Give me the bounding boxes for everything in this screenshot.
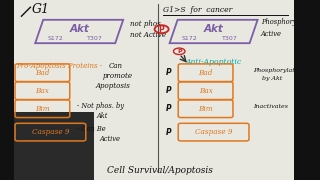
Text: Inactivates: Inactivates xyxy=(253,104,288,109)
Text: P: P xyxy=(159,25,164,34)
FancyBboxPatch shape xyxy=(0,0,14,180)
Text: Pro-Apoptosis Proteins -: Pro-Apoptosis Proteins - xyxy=(16,62,102,69)
Text: - Can Be: - Can Be xyxy=(77,125,105,133)
Text: Active: Active xyxy=(99,135,120,143)
Text: by Akt: by Akt xyxy=(262,76,283,81)
FancyBboxPatch shape xyxy=(294,0,320,180)
Text: Caspase 9: Caspase 9 xyxy=(32,128,69,136)
Text: P: P xyxy=(166,104,172,113)
Text: Caspase 9: Caspase 9 xyxy=(195,128,232,136)
Text: P: P xyxy=(166,128,172,137)
Text: P: P xyxy=(177,49,181,54)
Text: S172: S172 xyxy=(182,37,197,41)
Text: promote: promote xyxy=(102,72,132,80)
Text: Bim: Bim xyxy=(35,105,50,113)
Text: Anti-Apoptotic: Anti-Apoptotic xyxy=(186,58,242,66)
Text: Bad: Bad xyxy=(198,69,213,77)
Text: S172: S172 xyxy=(47,37,63,41)
Text: G1: G1 xyxy=(32,3,50,16)
Text: Bax: Bax xyxy=(199,87,212,95)
Text: Apoptosis: Apoptosis xyxy=(96,82,131,90)
Text: P: P xyxy=(166,86,172,95)
Text: Can: Can xyxy=(109,62,123,70)
Text: Cell Survival/Apoptosis: Cell Survival/Apoptosis xyxy=(107,166,213,175)
Text: - Not phos. by: - Not phos. by xyxy=(77,102,124,110)
Text: Akt: Akt xyxy=(96,112,108,120)
Text: Bad: Bad xyxy=(35,69,50,77)
Text: not Active: not Active xyxy=(130,31,166,39)
Text: T307: T307 xyxy=(87,37,103,41)
Text: Active: Active xyxy=(261,30,282,38)
Text: P: P xyxy=(166,68,172,77)
Text: Akt: Akt xyxy=(204,24,224,34)
Text: Phosphorylated: Phosphorylated xyxy=(253,68,302,73)
Text: Bim: Bim xyxy=(198,105,213,113)
Text: not phos.: not phos. xyxy=(130,20,163,28)
Text: T307: T307 xyxy=(222,37,237,41)
Text: Phosphorylate: Phosphorylate xyxy=(261,19,309,26)
FancyBboxPatch shape xyxy=(14,112,94,180)
Text: G1>S  for  cancer: G1>S for cancer xyxy=(163,6,232,14)
Text: Akt: Akt xyxy=(69,24,89,34)
Text: Bax: Bax xyxy=(36,87,49,95)
